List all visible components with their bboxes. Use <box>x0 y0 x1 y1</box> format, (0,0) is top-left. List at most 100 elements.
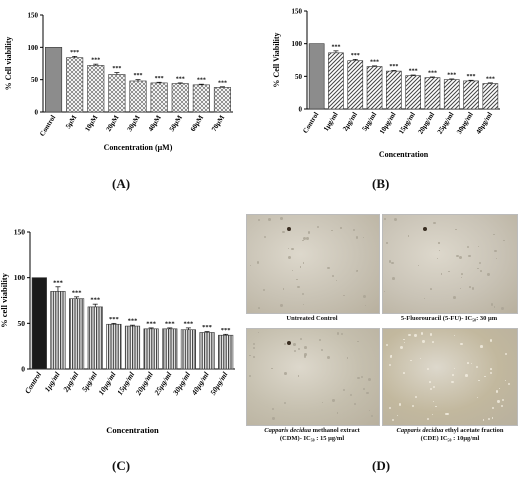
caption-cde-line1: ethyl acetate fraction <box>443 427 504 434</box>
cell-speck <box>258 219 261 222</box>
cell-speck <box>445 413 448 416</box>
category-label: 10μM <box>83 113 99 132</box>
bar-9 <box>199 332 215 370</box>
cell-speck <box>398 403 402 406</box>
cell-speck <box>297 285 300 288</box>
cell-speck <box>363 295 367 299</box>
cell-speck <box>299 337 302 340</box>
cell-speck <box>429 288 432 290</box>
cell-speck <box>391 261 394 265</box>
category-label: 5μg/ml <box>360 111 378 133</box>
caption-cde-line2: (CDE) IC₅₀ : 10μg/ml <box>420 435 480 442</box>
cell-speck <box>296 278 298 281</box>
cell-speck <box>426 367 429 370</box>
cell-speck <box>407 235 410 237</box>
cell-speck <box>435 405 437 407</box>
cell-speck <box>400 345 404 349</box>
cell-speck <box>291 247 294 251</box>
cell-speck <box>346 357 348 359</box>
bar-1 <box>66 57 84 113</box>
chart-a: 0 50 100 150 Control *** 5μM *** 10μM *** 20μM *** 3… <box>4 12 233 152</box>
cell-speck <box>253 355 255 358</box>
cell-speck <box>335 279 337 282</box>
cell-speck <box>494 250 497 253</box>
cell-speck <box>272 417 275 420</box>
cell-speck <box>357 340 359 343</box>
cell-speck <box>280 217 283 221</box>
cell-speck <box>264 235 267 239</box>
significance-label: *** <box>202 324 212 331</box>
y-tick-label: 150 <box>14 228 26 237</box>
cell-speck <box>293 343 297 347</box>
cell-speck <box>460 276 462 279</box>
panel-label-d: (D) <box>372 458 391 473</box>
significance-label: *** <box>409 69 418 75</box>
cell-speck <box>332 275 335 278</box>
cell-speck <box>432 221 436 225</box>
y-tick-label: 50 <box>18 319 26 328</box>
cell-speck <box>410 359 412 362</box>
cell-speck <box>484 376 486 378</box>
category-label: Control <box>301 111 320 135</box>
cell-speck <box>477 268 479 270</box>
cell-speck <box>293 349 296 353</box>
cell-speck <box>388 407 391 410</box>
category-label: 10μg/ml <box>378 111 398 136</box>
cell-speck <box>492 233 495 236</box>
cell-speck <box>262 288 265 291</box>
cell-speck <box>453 296 457 300</box>
cell-speck <box>493 306 496 308</box>
cell-speck <box>336 412 338 414</box>
category-label: 2μg/ml <box>341 111 359 133</box>
cell-speck <box>489 339 493 342</box>
bar-0 <box>308 43 325 110</box>
cell-speck <box>429 381 431 383</box>
significance-label: *** <box>447 72 456 78</box>
category-label: 25μg/ml <box>436 111 456 136</box>
cell-speck <box>268 218 271 222</box>
caption-5fu: 5-Fluorouracil (5-FU)- IC₅₀: 30 μm <box>382 315 516 323</box>
cell-speck <box>497 400 500 403</box>
significance-label: *** <box>218 80 227 86</box>
cell-speck <box>420 358 422 360</box>
cell-speck <box>389 355 393 358</box>
cell-speck <box>343 389 346 392</box>
bar-0 <box>31 277 47 370</box>
category-label: Control <box>23 370 44 396</box>
cell-speck <box>446 412 450 415</box>
cell-speck <box>331 229 333 232</box>
category-label: 30μg/ml <box>170 370 192 398</box>
significance-label: *** <box>351 53 360 59</box>
cell-speck <box>469 286 471 288</box>
significance-label: *** <box>197 78 206 84</box>
significance-label: *** <box>155 76 164 82</box>
cell-speck <box>371 415 374 418</box>
significance-label: *** <box>134 73 143 79</box>
significance-label: *** <box>428 70 437 76</box>
cell-speck <box>252 347 256 350</box>
caption-untreated: Untreated Control <box>246 315 378 323</box>
y-tick-label: 150 <box>292 8 303 16</box>
category-label: 70μM <box>210 113 226 132</box>
cell-speck <box>505 353 508 356</box>
caption-cdm-line1: methanol extract <box>311 427 360 434</box>
bar-10 <box>218 334 234 370</box>
category-label: 30μg/ml <box>455 111 475 136</box>
cell-speck <box>308 231 311 234</box>
caption-cdm: Capparis decidua methanol extract (CDM)-… <box>244 427 380 443</box>
cell-speck <box>451 381 454 384</box>
category-label: 30μM <box>126 113 142 132</box>
caption-5fu-text: 5-Fluorouracil (5-FU)- IC₅₀: 30 μm <box>400 315 498 322</box>
y-tick-label: 100 <box>292 40 303 48</box>
cell-speck <box>438 242 440 244</box>
cell-speck <box>460 342 463 346</box>
cell-speck <box>430 387 433 390</box>
bar-2 <box>347 60 364 110</box>
significance-label: *** <box>221 327 231 334</box>
bar-9 <box>482 83 499 110</box>
cell-speck <box>438 249 440 251</box>
cell-speck <box>360 375 364 379</box>
bar-1 <box>50 291 66 370</box>
category-label: 2μg/ml <box>61 370 81 395</box>
cell-speck <box>356 269 359 272</box>
